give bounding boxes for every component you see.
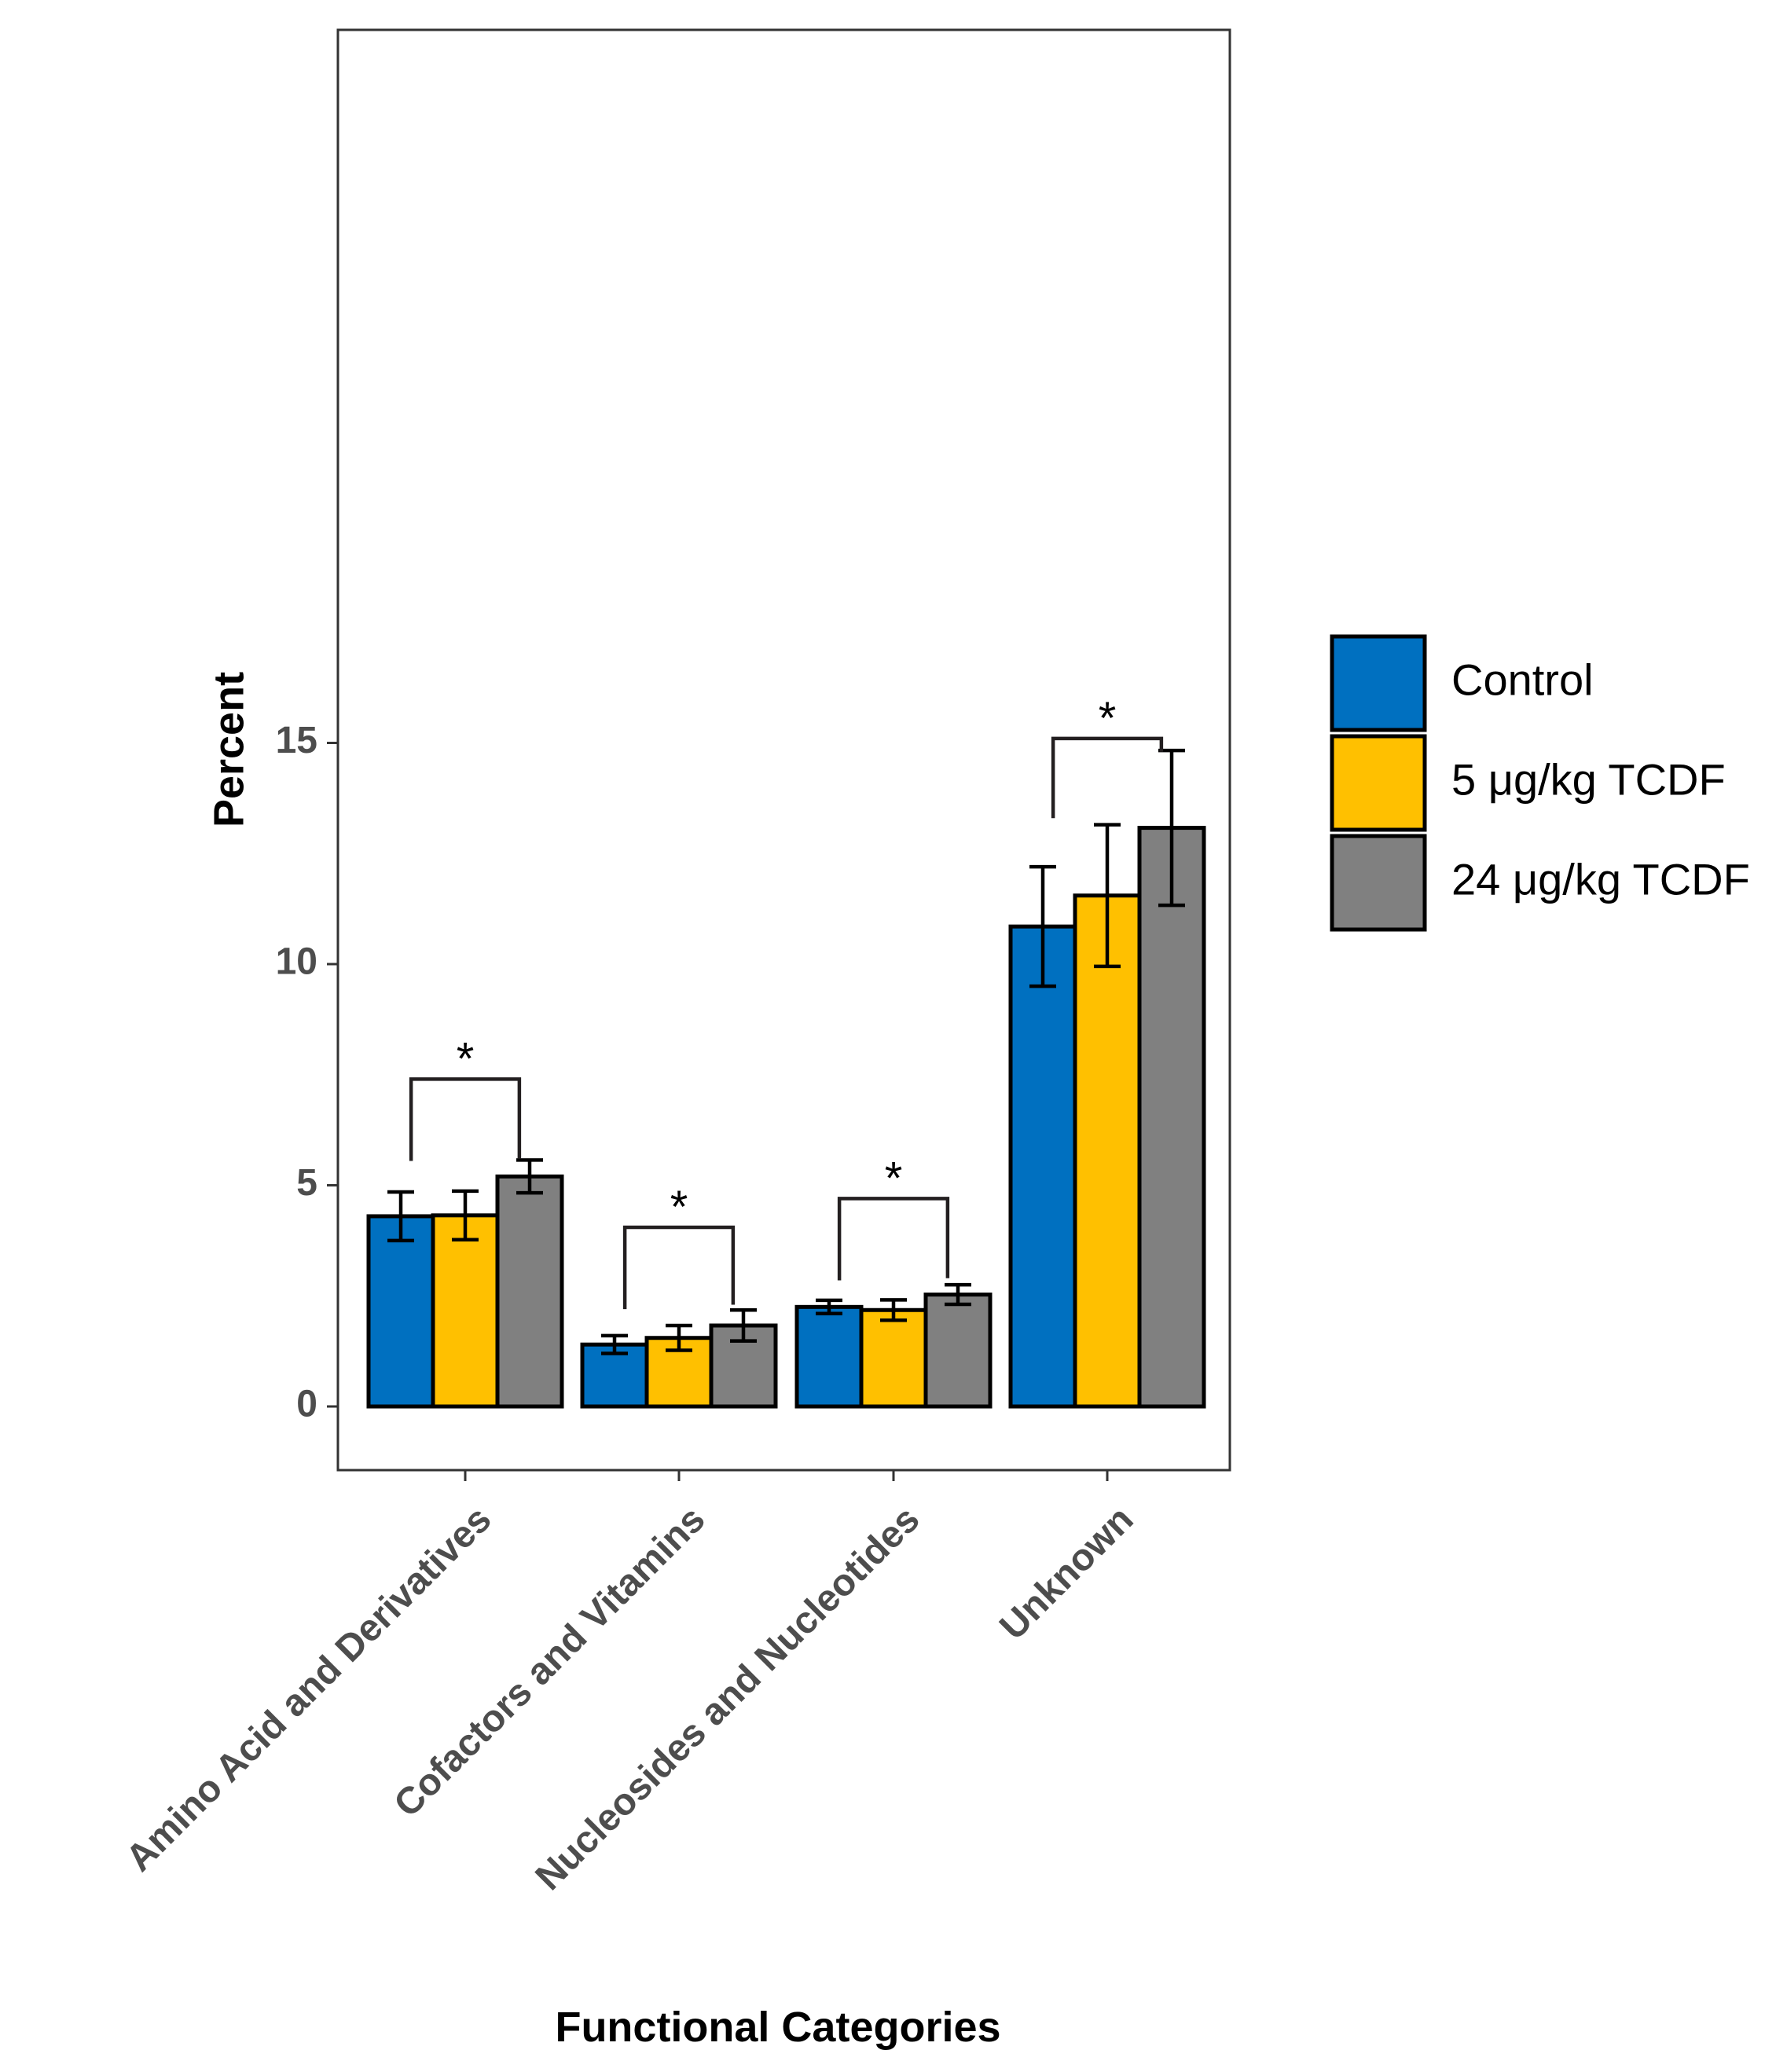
legend-label: 24 μg/kg TCDF (1451, 854, 1750, 904)
x-tick-label: Nucleosides and Nucleotides (528, 1498, 928, 1898)
error-bars (387, 748, 1185, 1355)
legend-label: Control (1451, 655, 1594, 704)
significance-star: * (457, 1033, 475, 1084)
y-tick-label: 10 (276, 941, 317, 983)
x-tick-label: Unknown (992, 1498, 1141, 1648)
significance-bracket (622, 1225, 736, 1310)
bar (1073, 893, 1142, 1409)
bar (1137, 826, 1206, 1409)
bars (366, 826, 1206, 1409)
legend-key (1330, 834, 1427, 932)
x-axis-title: Functional Categories (555, 2004, 1000, 2051)
significance-star: * (670, 1182, 688, 1233)
y-tick-label: 0 (296, 1384, 317, 1425)
significance-bracket (409, 1077, 522, 1161)
significance-bracket (1051, 736, 1164, 819)
bar (923, 1293, 993, 1409)
y-axis-title: Percent (205, 672, 252, 827)
legend-key (1330, 634, 1427, 732)
bar (495, 1174, 564, 1409)
x-tick-label: Amino Acid and Derivatives (118, 1498, 499, 1879)
legend: Control 5 μg/kg TCDF 24 μg/kg TCDF (1330, 634, 1750, 932)
legend-key (1330, 734, 1427, 832)
legend-label: 5 μg/kg TCDF (1451, 754, 1726, 804)
y-axis: 0 5 10 15 (276, 720, 338, 1425)
significance-brackets: * * * * (409, 693, 1164, 1310)
bar (859, 1307, 928, 1409)
significance-star: * (1099, 693, 1117, 744)
y-tick-label: 15 (276, 720, 317, 761)
bar (794, 1304, 864, 1409)
significance-star: * (885, 1153, 903, 1204)
y-tick-label: 5 (296, 1162, 317, 1204)
significance-bracket (837, 1197, 950, 1281)
bar (431, 1213, 500, 1409)
bar (366, 1214, 435, 1409)
bar (1008, 924, 1077, 1409)
